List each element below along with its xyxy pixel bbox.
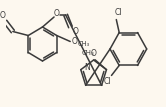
Text: Cl: Cl <box>115 8 122 17</box>
Text: CH₃: CH₃ <box>82 50 94 56</box>
Text: O: O <box>54 8 60 18</box>
Text: O: O <box>0 11 5 20</box>
Text: N: N <box>85 63 90 72</box>
Text: O: O <box>91 48 97 57</box>
Text: O: O <box>71 37 77 46</box>
Text: O: O <box>72 27 78 36</box>
Text: Cl: Cl <box>104 77 111 86</box>
Text: CH₃: CH₃ <box>78 41 90 47</box>
